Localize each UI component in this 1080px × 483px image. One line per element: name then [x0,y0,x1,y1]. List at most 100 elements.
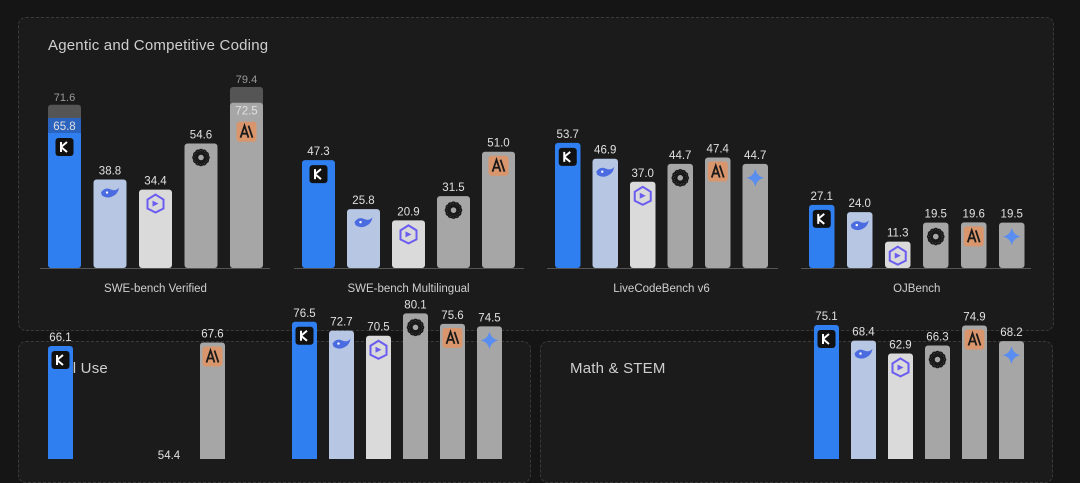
bar-anthropic [482,151,515,268]
deepseek-whale-icon [332,338,351,349]
chart-4: 27.1 24.0 11.3 19.5 19.6 19.5 OJBench [801,191,1031,295]
bar-value-label: 34.4 [144,176,167,188]
bar-value-label: 19.5 [925,209,947,221]
bar-anthropic [200,342,225,459]
category-label: SWE-bench Multilingual [347,283,469,295]
bar-openai [437,196,470,268]
deepseek-whale-icon [854,348,873,359]
bar-value-label: 74.5 [478,312,500,324]
bar-deepseek [329,330,354,459]
bar-value-label: 70.5 [367,322,389,334]
bar-value-label: 66.3 [926,332,948,344]
anthropic-logo-icon [202,346,223,367]
bar-value-label: 25.8 [352,195,374,207]
bar-value-label: 44.7 [669,150,691,162]
kimi-k-icon [55,137,74,156]
bar-value-label: 53.7 [557,129,579,141]
bar-value-label: 51.0 [487,138,509,150]
kimi-k-icon [51,350,70,369]
bar-gemini [999,341,1024,459]
category-label: SWE-bench Verified [104,283,207,295]
bar-value-label: 24.0 [849,198,871,210]
bar-secondary-label: 71.6 [54,92,75,104]
openai-logo-icon [406,318,425,337]
bar-value-label: 72.7 [330,317,352,329]
bar-kimi [292,321,317,459]
bar-deepseek [93,179,127,268]
kimi-k-icon [558,147,577,166]
anthropic-logo-icon [964,329,985,350]
bar-value-label: 80.1 [404,299,426,311]
anthropic-logo-icon [442,327,463,348]
bar-value-label: 72.5 [235,106,257,118]
bar-anthropic [230,102,263,268]
chart-3: 53.7 46.9 37.0 44.7 47.4 44.7 LiveCodeBench v6 [547,129,778,295]
bar-value-label: 54.6 [190,130,212,142]
chart-2: 47.3 25.8 20.9 31.5 51.0 SWE-bench Multilingu… [294,138,524,295]
bar-qwen [888,353,913,459]
bar-kimi [814,325,839,459]
bar-value-label: 20.9 [397,206,419,218]
bar-gemini [477,326,502,459]
bar-value-label: 46.9 [594,145,616,157]
kimi-k-icon [817,330,836,349]
extra-value-label: 54.4 [158,450,181,459]
bar-value-label: 11.3 [887,228,909,240]
qwen-logo-icon [891,357,910,378]
chart-1: 71.6 65.8 38.8 34.4 54.6 79.4 72.5 SWE-bench Ve… [40,74,270,295]
bar-value-label: 76.5 [293,308,315,320]
bar-value-label: 65.8 [53,121,75,133]
openai-logo-icon [192,148,210,167]
anthropic-logo-icon [963,226,984,247]
bar-value-label: 67.6 [201,328,223,340]
qwen-logo-icon [369,339,388,360]
bar-anthropic [705,157,731,268]
bar-deepseek [347,209,380,268]
bar-qwen [366,335,391,459]
bar-kimi [302,160,335,268]
bar-value-label: 44.7 [744,150,766,162]
gemini-star-icon [1002,346,1021,365]
bar-qwen [139,189,172,268]
bar-value-label: 27.1 [811,191,833,203]
bar-openai [925,345,950,459]
bar-openai [403,313,428,459]
bar-value-label: 68.2 [1000,327,1022,339]
bar-kimi [48,345,73,459]
deepseek-whale-icon [596,166,615,177]
openai-logo-icon [926,227,945,246]
anthropic-logo-icon [488,155,509,176]
bar-value-label: 47.3 [307,146,329,158]
gemini-star-icon [480,331,499,350]
category-label: LiveCodeBench v6 [613,283,710,295]
bar-value-label: 37.0 [632,168,654,180]
bar-value-label: 19.5 [1001,209,1023,221]
benchmark-charts: 71.6 65.8 38.8 34.4 54.6 79.4 72.5 SWE-bench Ve… [40,74,1031,459]
bar-value-label: 75.6 [441,310,463,322]
kimi-k-icon [309,165,328,184]
bar-value-label: 74.9 [963,311,985,323]
openai-logo-icon [928,350,947,369]
bar-value-label: 19.6 [963,208,985,220]
bar-deepseek [851,340,876,459]
bar-anthropic [962,325,987,459]
gemini-star-icon [1002,227,1021,246]
bar-value-label: 75.1 [815,311,837,323]
bar-value-label: 31.5 [442,182,464,194]
qwen-logo-icon [399,224,418,245]
agentic-coding-title: Agentic and Competitive Coding [48,37,269,54]
bar-value-label: 68.4 [852,327,875,339]
kimi-k-icon [812,209,831,228]
bar-secondary-label: 79.4 [236,74,257,86]
anthropic-logo-icon [707,161,728,182]
category-label: OJBench [893,283,940,295]
bar-gemini [742,163,768,268]
qwen-logo-icon [146,193,165,214]
value-highlight [48,117,81,133]
bar-kimi [555,142,581,268]
bar-deepseek [592,158,618,268]
chart-5: 66.1 67.6 54.4 [48,328,225,459]
math-stem-title: Math & STEM [570,360,666,377]
deepseek-whale-icon [101,187,119,198]
openai-logo-icon [671,169,690,187]
